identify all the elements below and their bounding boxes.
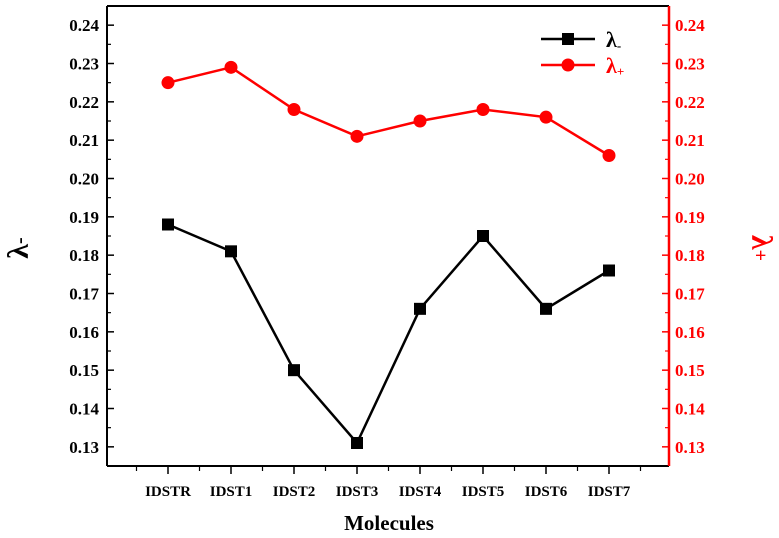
data-point [414, 302, 426, 315]
x-axis-title: Molecules [344, 511, 434, 535]
left-tick-label: 0.22 [69, 93, 99, 112]
data-point [224, 60, 238, 74]
x-tick-label: IDST3 [336, 484, 379, 500]
right-tick-label: 0.16 [675, 323, 705, 342]
legend-marker [561, 58, 575, 72]
left-tick-label: 0.24 [69, 16, 99, 35]
data-point [413, 114, 427, 128]
data-point [476, 103, 490, 116]
legend: λ-λ+ [541, 27, 624, 79]
series-line [167, 223, 610, 446]
left-y-axis-title: λ- [2, 237, 35, 258]
data-point [540, 302, 552, 315]
left-tick-label: 0.20 [69, 170, 99, 189]
left-tick-label: 0.15 [69, 361, 99, 380]
left-tick-label: 0.18 [69, 246, 99, 265]
left-tick-label: 0.16 [69, 323, 99, 342]
left-y-axis: 0.13 0.14 0.15 0.16 0.17 0.18 0.19 0.20 0.21 0.22… [69, 16, 114, 457]
right-tick-label: 0.13 [675, 438, 705, 457]
right-tick-label: 0.15 [675, 361, 705, 380]
data-point [602, 149, 616, 162]
x-tick-label: IDSTR [145, 484, 191, 500]
series-line [167, 65, 610, 157]
data-point [161, 76, 175, 90]
left-tick-label: 0.19 [69, 208, 99, 227]
right-tick-label: 0.19 [675, 208, 705, 227]
legend-label: λ+ [606, 53, 624, 79]
x-tick-label: IDST5 [462, 484, 505, 500]
left-tick-label: 0.23 [69, 55, 99, 74]
x-tick-label: IDST6 [525, 484, 568, 500]
data-point [539, 110, 553, 124]
left-tick-label: 0.17 [69, 285, 99, 304]
left-tick-label: 0.13 [69, 438, 99, 457]
x-axis: IDSTR IDST1 IDST2 IDST3 IDST4 IDST5 IDST6 IDST7 [135, 466, 642, 500]
right-tick-label: 0.14 [675, 400, 705, 419]
x-tick-label: IDST1 [210, 484, 253, 500]
x-tick-label: IDST7 [588, 484, 631, 500]
data-point [225, 245, 237, 258]
x-tick-label: IDST4 [399, 484, 442, 500]
data-point [477, 230, 489, 242]
right-y-axis-title-text: λ+ [745, 235, 778, 261]
right-tick-label: 0.20 [675, 170, 705, 189]
series-layer [161, 60, 616, 449]
data-point [603, 264, 615, 277]
data-point [288, 364, 300, 377]
left-tick-label: 0.21 [69, 131, 99, 150]
right-tick-label: 0.22 [675, 93, 705, 112]
right-tick-label: 0.23 [675, 55, 705, 74]
legend-marker [562, 33, 574, 45]
right-y-axis: 0.13 0.14 0.15 0.16 0.17 0.18 0.19 0.20 0.21 0.22… [662, 16, 705, 457]
data-point [351, 437, 363, 449]
right-tick-label: 0.21 [675, 131, 705, 150]
data-point [162, 218, 174, 231]
right-tick-label: 0.17 [675, 285, 705, 304]
legend-label: λ- [606, 27, 621, 53]
right-y-axis-title: λ+ [745, 235, 778, 261]
plot-frame [106, 5, 671, 467]
right-tick-label: 0.24 [675, 16, 705, 35]
x-tick-label: IDST2 [273, 484, 316, 500]
left-y-axis-title-text: λ- [2, 237, 35, 258]
right-tick-label: 0.18 [675, 246, 705, 265]
data-point [287, 103, 301, 116]
data-point [350, 129, 364, 143]
left-tick-label: 0.14 [69, 400, 99, 419]
